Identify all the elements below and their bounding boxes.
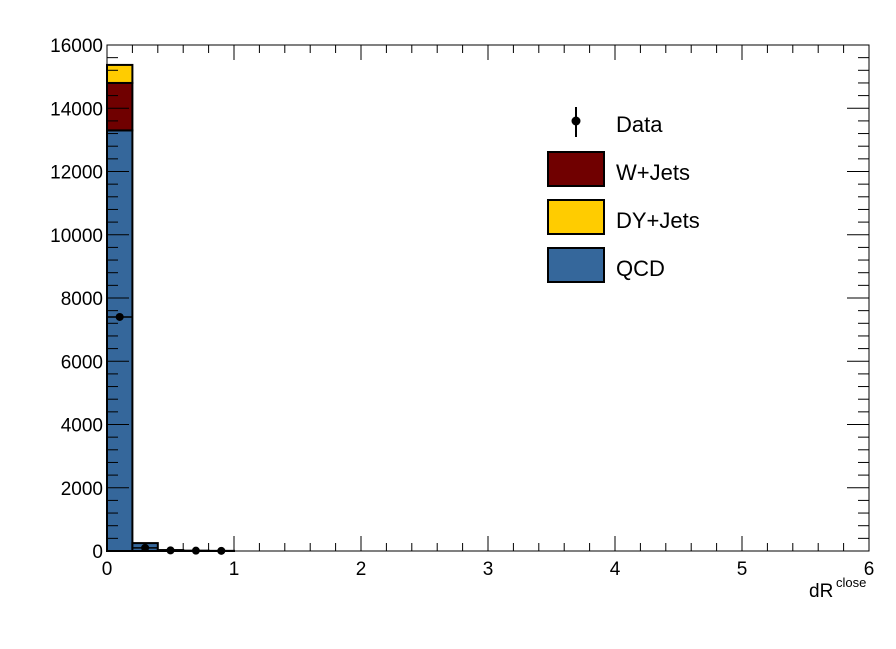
legend-data-marker [571, 116, 581, 126]
y-tick-label: 0 [92, 542, 103, 563]
tick-labels: 0 2000 4000 6000 8000 10000 12000 14000 16000 0 1 2… [50, 36, 874, 580]
y-tick-label: 10000 [50, 226, 103, 247]
legend-qcd-swatch [547, 247, 605, 283]
y-tick-label: 16000 [50, 36, 103, 57]
x-tick-label: 4 [610, 559, 621, 580]
y-tick-label: 8000 [61, 289, 103, 310]
x-tick-label: 1 [229, 559, 240, 580]
data-point-0 [115, 312, 124, 321]
y-tick-label: 14000 [50, 99, 103, 120]
plot-border [106, 44, 870, 552]
legend-dy-jets-swatch [547, 199, 605, 235]
y-tick-label: 2000 [61, 479, 103, 500]
x-tick-label: 2 [356, 559, 367, 580]
legend-dy-jets-label: DY+Jets [616, 208, 700, 233]
x-tick-label: 0 [102, 559, 113, 580]
legend: Data W+Jets DY+Jets QCD [547, 107, 700, 283]
x-tick-label: 6 [864, 559, 875, 580]
axis-ticks [106, 44, 870, 552]
legend-qcd-label: QCD [616, 256, 665, 281]
y-tick-label: 12000 [50, 163, 103, 184]
data-point-2 [166, 546, 175, 555]
x-axis-title-superscript: close [836, 575, 866, 590]
plot-frame [106, 44, 870, 552]
legend-data-label: Data [616, 112, 663, 137]
y-tick-label: 6000 [61, 352, 103, 373]
legend-w-jets-label: W+Jets [616, 160, 690, 185]
x-axis-title: dR [809, 581, 833, 602]
y-tick-label: 4000 [61, 416, 103, 437]
data-point-1 [141, 543, 150, 552]
bar-w-jets-bin-0 [106, 81, 134, 132]
stacked-bars [106, 63, 236, 553]
legend-w-jets-swatch [547, 151, 605, 187]
x-tick-label: 3 [483, 559, 494, 580]
bar-dy-jets-top-bin-0 [106, 63, 134, 84]
x-tick-label: 5 [737, 559, 748, 580]
